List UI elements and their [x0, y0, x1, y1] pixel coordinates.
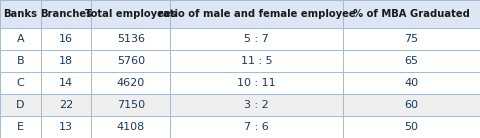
Bar: [41, 72, 91, 94]
Text: E: E: [17, 122, 24, 132]
Bar: [170, 116, 343, 138]
Bar: [343, 0, 480, 28]
Bar: [343, 28, 480, 50]
Bar: [91, 94, 170, 116]
Bar: [0, 0, 41, 28]
Text: Banks: Banks: [3, 9, 37, 19]
Text: Branches: Branches: [40, 9, 92, 19]
Bar: [41, 50, 91, 72]
Text: 4108: 4108: [117, 122, 145, 132]
Text: 3 : 2: 3 : 2: [244, 100, 269, 110]
Text: 40: 40: [405, 78, 419, 88]
Text: 50: 50: [405, 122, 419, 132]
Bar: [0, 94, 41, 116]
Text: D: D: [16, 100, 24, 110]
Text: 11 : 5: 11 : 5: [241, 56, 273, 66]
Bar: [91, 72, 170, 94]
Bar: [91, 0, 170, 28]
Text: 75: 75: [405, 34, 419, 44]
Bar: [91, 116, 170, 138]
Text: 65: 65: [405, 56, 419, 66]
Text: 14: 14: [59, 78, 73, 88]
Bar: [343, 116, 480, 138]
Text: Total employees: Total employees: [85, 9, 177, 19]
Text: ratio of male and female employee: ratio of male and female employee: [158, 9, 356, 19]
Text: 18: 18: [59, 56, 73, 66]
Text: % of MBA Graduated: % of MBA Graduated: [353, 9, 470, 19]
Bar: [41, 94, 91, 116]
Text: 7 : 6: 7 : 6: [244, 122, 269, 132]
Text: 10 : 11: 10 : 11: [238, 78, 276, 88]
Text: A: A: [17, 34, 24, 44]
Text: C: C: [16, 78, 24, 88]
Text: 4620: 4620: [117, 78, 145, 88]
Bar: [0, 28, 41, 50]
Bar: [170, 50, 343, 72]
Text: 13: 13: [59, 122, 73, 132]
Bar: [170, 72, 343, 94]
Bar: [41, 116, 91, 138]
Bar: [0, 72, 41, 94]
Bar: [343, 72, 480, 94]
Text: 5136: 5136: [117, 34, 145, 44]
Bar: [343, 94, 480, 116]
Bar: [41, 0, 91, 28]
Bar: [343, 50, 480, 72]
Bar: [41, 28, 91, 50]
Bar: [170, 0, 343, 28]
Bar: [170, 94, 343, 116]
Text: 16: 16: [59, 34, 73, 44]
Bar: [0, 50, 41, 72]
Bar: [0, 116, 41, 138]
Bar: [170, 28, 343, 50]
Bar: [91, 50, 170, 72]
Text: 22: 22: [59, 100, 73, 110]
Text: 5 : 7: 5 : 7: [244, 34, 269, 44]
Bar: [91, 28, 170, 50]
Text: B: B: [17, 56, 24, 66]
Text: 7150: 7150: [117, 100, 145, 110]
Text: 5760: 5760: [117, 56, 145, 66]
Text: 60: 60: [405, 100, 419, 110]
